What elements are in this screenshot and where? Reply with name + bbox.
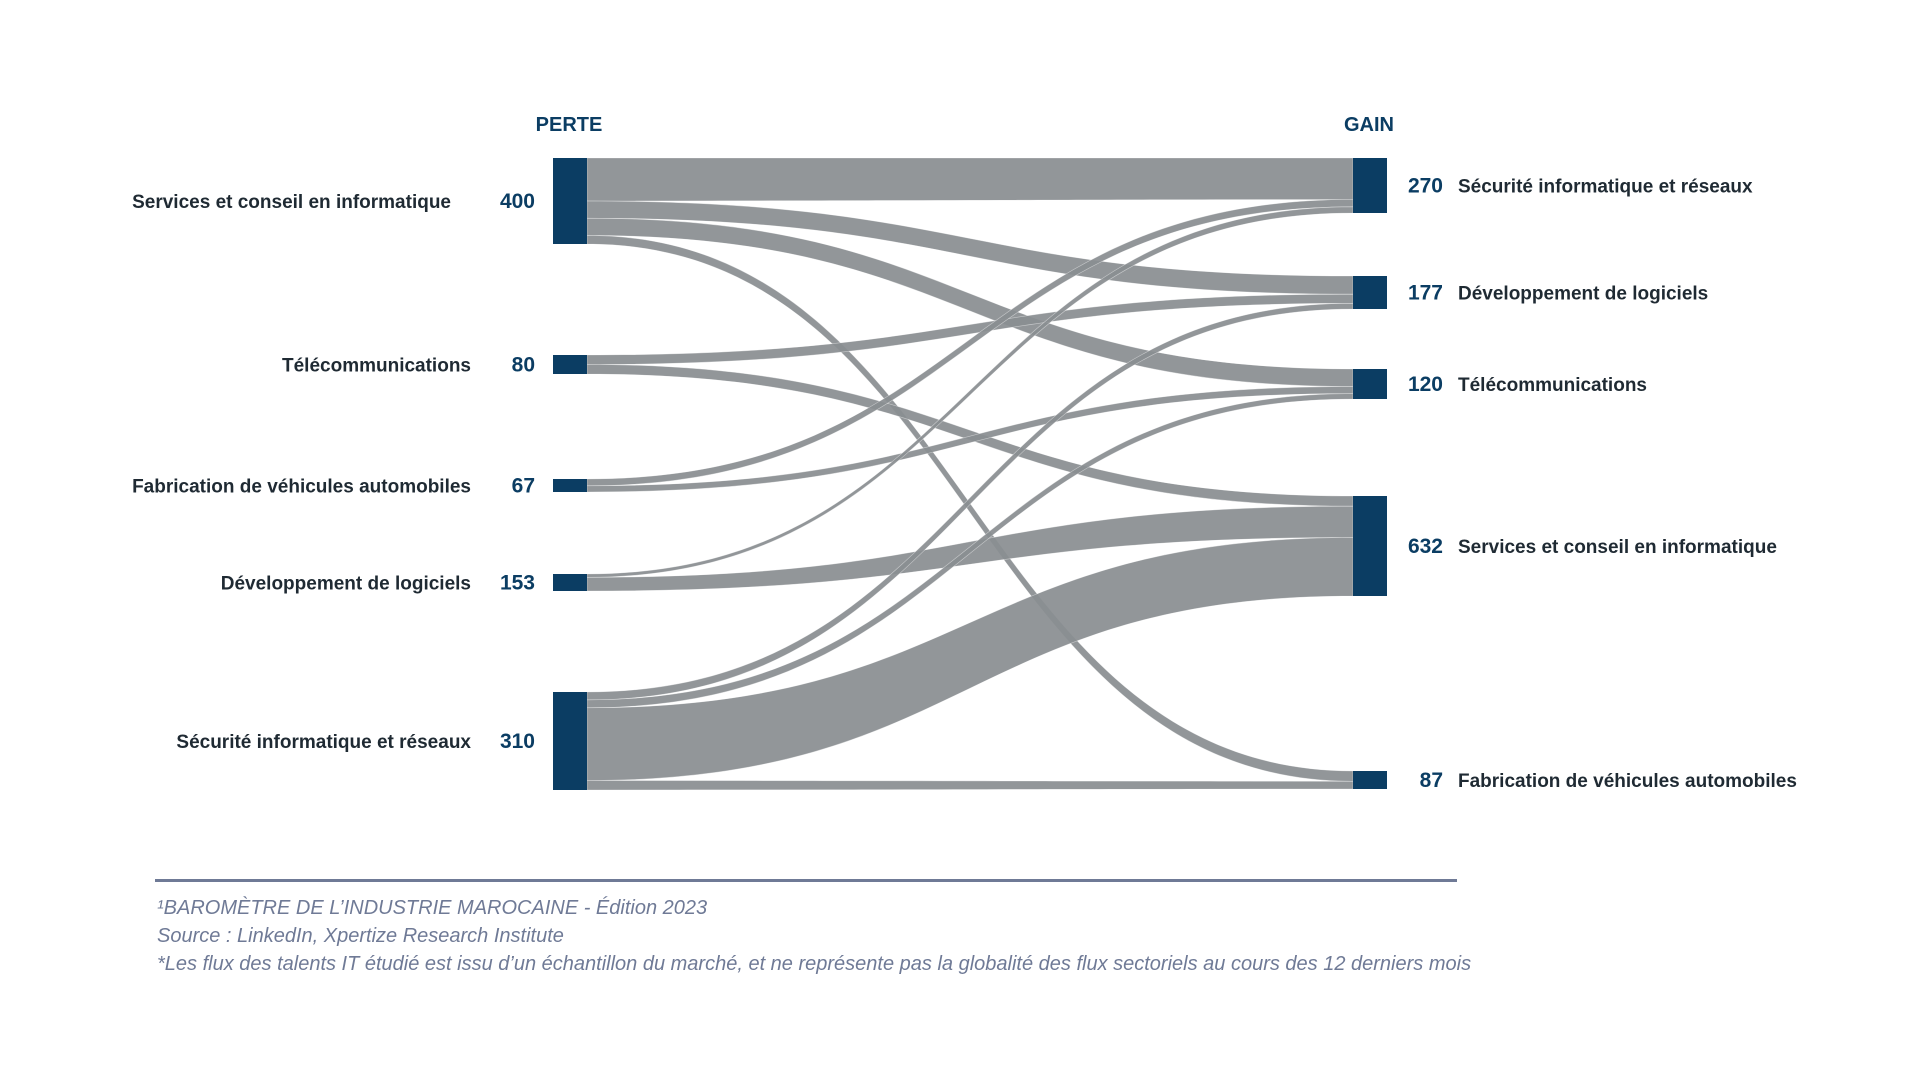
source-node-dev (553, 574, 587, 591)
perte-header: PERTE (536, 114, 603, 136)
target-label-services: Services et conseil en informatique (1458, 537, 1777, 558)
flow-links (586, 157, 1354, 791)
source-node-secu (553, 692, 587, 790)
source-value-telecom: 80 (512, 354, 535, 377)
target-label-secu: Sécurité informatique et réseaux (1458, 177, 1753, 198)
footer-divider (155, 879, 1457, 882)
source-value-services: 400 (500, 190, 535, 213)
target-value-secu: 270 (1408, 175, 1443, 198)
source-label-fab: Fabrication de véhicules automobiles (132, 477, 471, 498)
source-label-secu: Sécurité informatique et réseaux (176, 732, 471, 753)
flow-secu-to-services (586, 537, 1354, 781)
source-node-telecom (553, 355, 587, 374)
target-value-services: 632 (1408, 535, 1443, 558)
sankey-chart: PERTE GAIN 400 Services et conseil en inf… (132, 114, 1797, 792)
source-value-fab: 67 (512, 475, 535, 498)
target-label-dev: Développement de logiciels (1458, 284, 1708, 305)
nodes (553, 158, 1387, 790)
flow-services-to-secu (586, 157, 1354, 202)
source-label-dev: Développement de logiciels (221, 574, 471, 595)
target-label-fab: Fabrication de véhicules automobiles (1458, 771, 1797, 792)
footer-edition: ¹BAROMÈTRE DE L’INDUSTRIE MAROCAINE - Éd… (157, 897, 708, 919)
footer-note: *Les flux des talents IT étudié est issu… (157, 953, 1472, 975)
source-value-dev: 153 (500, 572, 535, 595)
target-value-fab: 87 (1420, 769, 1443, 792)
target-value-telecom: 120 (1408, 373, 1443, 396)
target-node-telecom (1353, 369, 1387, 399)
target-node-fab (1353, 771, 1387, 789)
target-value-dev: 177 (1408, 282, 1443, 305)
source-label-services: Services et conseil en informatique (132, 192, 451, 213)
target-label-telecom: Télécommunications (1458, 375, 1647, 396)
source-node-fab (553, 479, 587, 492)
source-node-services (553, 158, 587, 244)
source-value-secu: 310 (500, 730, 535, 753)
target-node-dev (1353, 276, 1387, 309)
flow-secu-to-fab (586, 780, 1354, 791)
flow-secu-to-dev (586, 303, 1354, 701)
gain-header: GAIN (1344, 114, 1394, 136)
target-node-secu (1353, 158, 1387, 213)
source-label-telecom: Télécommunications (282, 356, 471, 377)
footer-source: Source : LinkedIn, Xpertize Research Ins… (157, 925, 564, 947)
target-node-services (1353, 496, 1387, 596)
